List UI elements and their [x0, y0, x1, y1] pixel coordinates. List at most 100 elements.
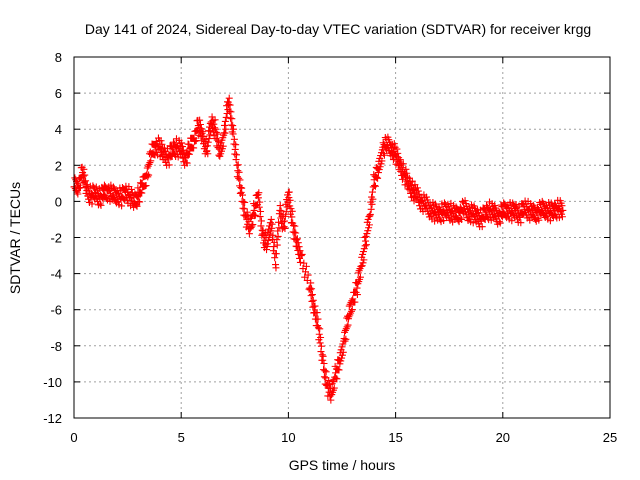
data-point-fill — [97, 192, 105, 200]
data-point-fill — [206, 131, 214, 139]
data-point-fill — [440, 217, 448, 225]
data-point-fill — [338, 354, 346, 362]
data-point-fill — [225, 94, 233, 102]
data-point-fill — [405, 174, 413, 182]
data-point-fill — [286, 196, 294, 204]
data-point-fill — [311, 302, 319, 310]
data-point-fill — [558, 213, 566, 221]
data-point-fill — [164, 156, 172, 164]
data-point-fill — [394, 161, 402, 169]
data-point-fill — [257, 217, 265, 225]
data-point-fill — [359, 250, 367, 258]
data-point-fill — [269, 231, 277, 239]
data-point-fill — [414, 187, 422, 195]
data-point-fill — [257, 208, 265, 216]
data-point-fill — [317, 333, 325, 341]
data-point-fill — [461, 197, 469, 205]
data-point-fill — [285, 188, 293, 196]
data-point-fill — [251, 211, 259, 219]
data-point-fill — [80, 165, 88, 173]
data-point-fill — [314, 315, 322, 323]
data-point-fill — [234, 167, 242, 175]
data-point-fill — [462, 200, 470, 208]
data-point-fill — [281, 217, 289, 225]
data-point-fill — [389, 156, 397, 164]
data-point-fill — [558, 202, 566, 210]
data-point-fill — [296, 258, 304, 266]
y-tick-label: -2 — [50, 231, 62, 246]
data-point-fill — [333, 375, 341, 383]
x-tick-label: 5 — [178, 430, 185, 445]
data-point-fill — [495, 218, 503, 226]
data-point-fill — [204, 150, 212, 158]
data-point-fill — [255, 189, 263, 197]
data-point-fill — [359, 259, 367, 267]
y-tick-label: -12 — [43, 411, 62, 426]
chart-title: Day 141 of 2024, Sidereal Day-to-day VTE… — [85, 21, 591, 37]
plot-frame — [73, 56, 611, 419]
data-point-fill — [274, 232, 282, 240]
data-point-fill — [404, 173, 412, 181]
data-point-fill — [204, 138, 212, 146]
data-point-fill — [82, 177, 90, 185]
data-point-fill — [351, 298, 359, 306]
data-point-fill — [453, 215, 461, 223]
data-point-fill — [496, 219, 504, 227]
data-point-fill — [353, 291, 361, 299]
data-point-fill — [178, 143, 186, 151]
data-point-fill — [317, 342, 325, 350]
data-point-fill — [500, 199, 508, 207]
data-point-fill — [376, 163, 384, 171]
data-point-fill — [227, 108, 235, 116]
data-point-fill — [74, 190, 82, 198]
data-point-fill — [374, 174, 382, 182]
data-point-fill — [239, 191, 247, 199]
data-point-fill — [358, 262, 366, 270]
data-point-fill — [453, 204, 461, 212]
data-point-fill — [263, 246, 271, 254]
data-point-fill — [295, 243, 303, 251]
data-point-fill — [158, 152, 166, 160]
data-point-fill — [359, 248, 367, 256]
data-point-fill — [319, 352, 327, 360]
data-point-fill — [422, 193, 430, 201]
data-point-fill — [396, 156, 404, 164]
data-point-fill — [338, 343, 346, 351]
data-point-fill — [326, 392, 334, 400]
data-point-fill — [232, 141, 240, 149]
data-point-fill — [221, 117, 229, 125]
data-point-fill — [337, 357, 345, 365]
data-point-fill — [517, 219, 525, 227]
y-tick-label: 6 — [55, 86, 62, 101]
data-point-fill — [393, 145, 401, 153]
data-point-fill — [133, 192, 141, 200]
data-point-fill — [296, 254, 304, 262]
data-point-fill — [368, 188, 376, 196]
data-point-fill — [281, 212, 289, 220]
data-point-fill — [323, 381, 331, 389]
data-point-fill — [339, 348, 347, 356]
data-point-fill — [234, 161, 242, 169]
data-point-fill — [264, 237, 272, 245]
data-point-fill — [96, 200, 104, 208]
data-point-fill — [243, 208, 251, 216]
data-point-fill — [215, 151, 223, 159]
y-tick-label: 4 — [55, 122, 62, 137]
data-point-fill — [230, 125, 238, 133]
data-point-fill — [279, 218, 287, 226]
data-point-fill — [307, 292, 315, 300]
data-point-fill — [316, 325, 324, 333]
data-point-fill — [501, 200, 509, 208]
data-point-fill — [272, 250, 280, 258]
data-point-fill — [344, 321, 352, 329]
data-point-fill — [81, 171, 89, 179]
data-point-fill — [499, 208, 507, 216]
data-point-fill — [133, 202, 141, 210]
data-point-fill — [292, 229, 300, 237]
data-point-fill — [97, 191, 105, 199]
data-point-fill — [394, 149, 402, 157]
data-point-fill — [181, 153, 189, 161]
data-point-fill — [142, 182, 150, 190]
data-point-fill — [363, 230, 371, 238]
